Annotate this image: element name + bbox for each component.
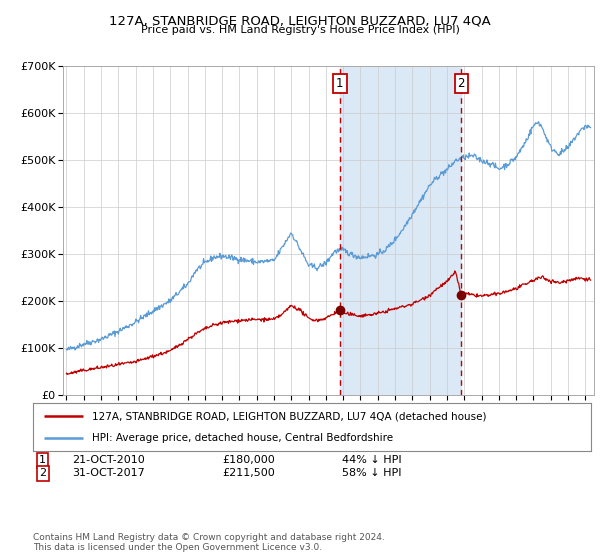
Text: 2: 2 (39, 468, 46, 478)
Text: 31-OCT-2017: 31-OCT-2017 (72, 468, 145, 478)
Text: 58% ↓ HPI: 58% ↓ HPI (342, 468, 401, 478)
Text: HPI: Average price, detached house, Central Bedfordshire: HPI: Average price, detached house, Cent… (92, 433, 393, 443)
Text: 1: 1 (336, 77, 344, 90)
Text: 127A, STANBRIDGE ROAD, LEIGHTON BUZZARD, LU7 4QA (detached house): 127A, STANBRIDGE ROAD, LEIGHTON BUZZARD,… (92, 411, 486, 421)
Text: 2: 2 (458, 77, 465, 90)
Bar (340, 66, 461, 395)
Text: 127A, STANBRIDGE ROAD, LEIGHTON BUZZARD, LU7 4QA: 127A, STANBRIDGE ROAD, LEIGHTON BUZZARD,… (109, 14, 491, 27)
Text: 21-OCT-2010: 21-OCT-2010 (72, 455, 145, 465)
Text: 44% ↓ HPI: 44% ↓ HPI (342, 455, 401, 465)
Text: 1: 1 (39, 455, 46, 465)
Text: £180,000: £180,000 (222, 455, 275, 465)
Text: Price paid vs. HM Land Registry's House Price Index (HPI): Price paid vs. HM Land Registry's House … (140, 25, 460, 35)
Text: £211,500: £211,500 (222, 468, 275, 478)
Text: This data is licensed under the Open Government Licence v3.0.: This data is licensed under the Open Gov… (33, 543, 322, 552)
Text: Contains HM Land Registry data © Crown copyright and database right 2024.: Contains HM Land Registry data © Crown c… (33, 533, 385, 542)
